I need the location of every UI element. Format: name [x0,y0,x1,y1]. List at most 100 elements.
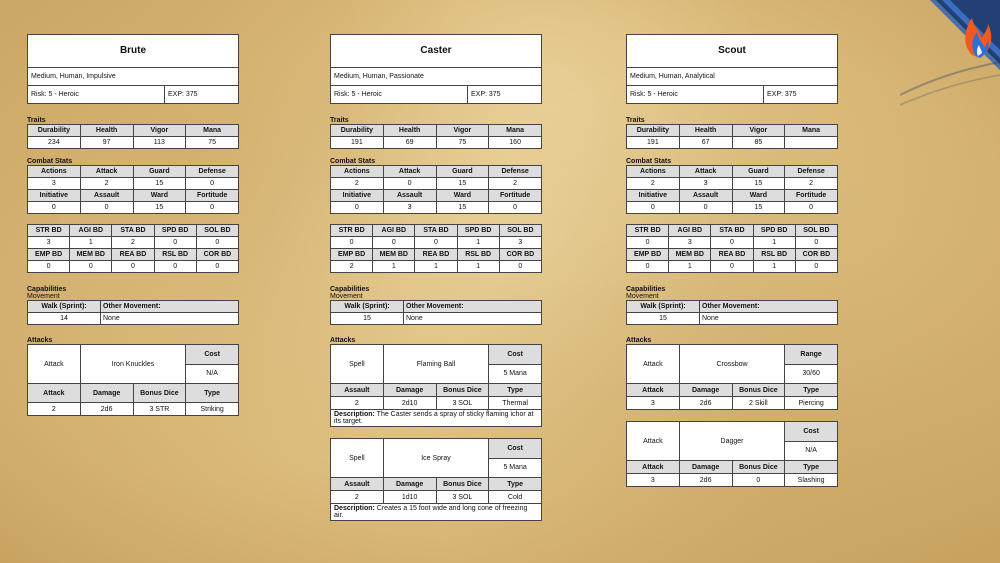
character-name: Brute [28,35,238,68]
th-vigor: Vigor [436,125,489,137]
th-spd-bd: SPD BD [154,225,196,237]
cor-bd-value: 0 [499,261,541,273]
emp-bd-value: 0 [627,261,669,273]
th-bonus-dice: Bonus Dice [732,461,785,474]
character-card-scout: Scout Medium, Human, Analytical Risk: 5 … [626,34,838,487]
guard-value: 15 [133,178,186,190]
walk-value: 15 [627,313,700,325]
agi-bd-value: 3 [669,237,711,249]
th-initiative: Initiative [627,190,680,202]
other-movement-value: None [700,313,838,325]
bonus-dice-value: 3 SOL [436,397,489,410]
sta-bd-value: 2 [112,237,154,249]
th-durability: Durability [28,125,81,137]
cost-value: N/A [785,441,838,461]
movement-table: Walk (Sprint): Other Movement: 14 None [27,300,239,325]
type-value: Slashing [785,474,838,487]
character-header: Scout Medium, Human, Analytical Risk: 5 … [626,34,838,104]
th-spd-bd: SPD BD [753,225,795,237]
th-attack: Attack [28,384,81,403]
spell-block-ice-spray: Spell Ice Spray Cost 5 Mana Assault Damage B… [330,438,542,521]
th-assault: Assault [383,190,436,202]
traits-heading: Traits [27,117,239,124]
damage-value: 2d6 [679,474,732,487]
mem-bd-value: 0 [70,261,112,273]
capabilities-heading: Capabilities [27,286,239,293]
th-fortitude: Fortitude [489,190,542,202]
assault-value: 0 [679,202,732,214]
th-assault: Assault [679,190,732,202]
attack-value: 2 [28,403,81,416]
th-other-movement: Other Movement: [700,301,838,313]
sol-bd-value: 0 [795,237,837,249]
guard-value: 15 [436,178,489,190]
fire-ice-flame-icon [900,0,1000,110]
traits-heading: Traits [330,117,542,124]
initiative-value: 0 [331,202,384,214]
walk-value: 15 [331,313,404,325]
th-fortitude: Fortitude [186,190,239,202]
attacks-heading: Attacks [27,337,239,344]
th-attack: Attack [627,461,680,474]
th-type: Type [785,384,838,397]
vigor-value: 113 [133,137,186,149]
th-rsl-bd: RSL BD [154,249,196,261]
th-agi-bd: AGI BD [70,225,112,237]
str-bd-value: 0 [331,237,373,249]
character-header: Brute Medium, Human, Impulsive Risk: 5 -… [27,34,239,104]
other-movement-value: None [101,313,239,325]
th-mem-bd: MEM BD [669,249,711,261]
character-description: Medium, Human, Impulsive [28,68,238,86]
mana-value: 160 [489,137,542,149]
ward-value: 15 [133,202,186,214]
th-defense: Defense [785,166,838,178]
character-description: Medium, Human, Analytical [627,68,837,86]
agi-bd-value: 0 [373,237,415,249]
th-bonus-dice: Bonus Dice [436,478,489,491]
th-cost: Cost [186,345,239,365]
character-card-brute: Brute Medium, Human, Impulsive Risk: 5 -… [27,34,239,416]
th-mem-bd: MEM BD [373,249,415,261]
bonus-dice-value: 2 Skill [732,397,785,410]
sol-bd-value: 0 [196,237,238,249]
th-mana: Mana [186,125,239,137]
attack-value: 3 [679,178,732,190]
vigor-value: 85 [732,137,785,149]
defense-value: 2 [785,178,838,190]
bonus-dice-value: 3 SOL [436,491,489,504]
th-guard: Guard [732,166,785,178]
th-sol-bd: SOL BD [499,225,541,237]
th-health: Health [80,125,133,137]
th-range: Range [785,345,838,365]
movement-subheading: Movement [626,293,838,300]
th-initiative: Initiative [28,190,81,202]
attack-kind: Attack [627,422,680,461]
th-str-bd: STR BD [627,225,669,237]
damage-value: 1d10 [383,491,436,504]
type-value: Striking [186,403,239,416]
assault-value: 0 [80,202,133,214]
th-walk-sprint: Walk (Sprint): [331,301,404,313]
spd-bd-value: 0 [154,237,196,249]
th-sta-bd: STA BD [711,225,753,237]
th-damage: Damage [679,461,732,474]
capabilities-heading: Capabilities [330,286,542,293]
th-rea-bd: REA BD [415,249,457,261]
th-other-movement: Other Movement: [404,301,542,313]
mana-value [785,137,838,149]
rea-bd-value: 0 [112,261,154,273]
attack-kind: Attack [627,345,680,384]
th-mana: Mana [785,125,838,137]
risk-level: Risk: 5 - Heroic [627,86,764,103]
attack-name: Crossbow [679,345,785,384]
assault-value: 2 [331,491,384,504]
cost-value: 5 Mana [489,458,542,478]
th-mem-bd: MEM BD [70,249,112,261]
emp-bd-value: 0 [28,261,70,273]
th-damage: Damage [383,478,436,491]
emp-bd-value: 2 [331,261,373,273]
ward-value: 15 [436,202,489,214]
ward-value: 15 [732,202,785,214]
th-cor-bd: COR BD [499,249,541,261]
combat-stats-heading: Combat Stats [330,158,542,165]
